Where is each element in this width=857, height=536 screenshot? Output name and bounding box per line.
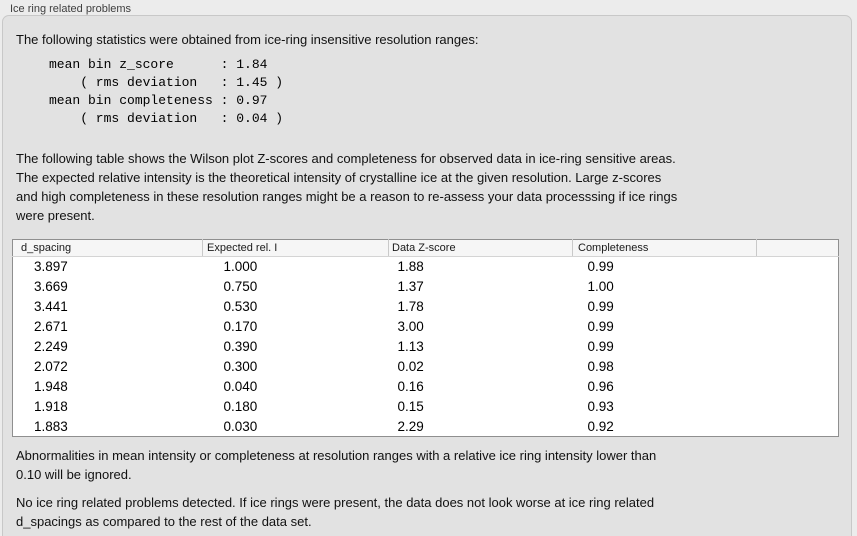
table-cell — [757, 317, 839, 337]
table-cell: 3.00 — [397, 319, 424, 334]
table-cell: 3.669 — [34, 279, 68, 294]
table-cell: 0.16 — [397, 379, 424, 394]
table-cell: 1.948 — [34, 379, 68, 394]
table-cell: 1.13 — [397, 339, 424, 354]
column-header-d-spacing[interactable]: d_spacing — [12, 239, 203, 257]
table-cell — [757, 297, 839, 317]
table-cell: 0.030 — [223, 418, 258, 434]
table-row[interactable]: 3.441 0.530 1.78 0.99 — [13, 297, 839, 317]
table-cell: 0.98 — [587, 359, 614, 374]
table-cell: 0.99 — [587, 319, 614, 334]
table-cell: 0.96 — [587, 379, 614, 394]
table-cell: 1.37 — [397, 279, 424, 294]
ice-ring-table[interactable]: d_spacing Expected rel. I Data Z-score C… — [12, 239, 839, 437]
table-cell: 0.99 — [587, 299, 614, 314]
ice-ring-table-body: 3.897 1.000 1.88 0.99 3.669 0.750 1.37 1.00 3.44… — [13, 257, 839, 437]
table-cell: 0.040 — [223, 379, 258, 394]
table-cell: 0.92 — [587, 418, 614, 434]
table-cell — [757, 257, 839, 277]
table-cell: 0.180 — [223, 399, 258, 414]
table-row[interactable]: 2.072 0.300 0.02 0.98 — [13, 357, 839, 377]
column-header-data-z-score[interactable]: Data Z-score — [388, 239, 573, 257]
table-cell: 0.99 — [587, 259, 614, 275]
table-row[interactable]: 1.918 0.180 0.15 0.93 — [13, 397, 839, 417]
table-cell: 1.883 — [34, 418, 68, 434]
column-header-spacer — [756, 239, 839, 257]
table-cell: 0.530 — [223, 299, 258, 314]
table-cell: 0.170 — [223, 319, 258, 334]
table-cell: 2.671 — [34, 319, 68, 334]
stats-summary-block: mean bin z_score : 1.84 ( rms deviation … — [49, 57, 284, 126]
table-row[interactable]: 2.671 0.170 3.00 0.99 — [13, 317, 839, 337]
table-cell — [757, 337, 839, 357]
table-cell: 0.93 — [587, 399, 614, 414]
column-header-expected-rel-i[interactable]: Expected rel. I — [202, 239, 389, 257]
table-cell: 2.072 — [34, 359, 68, 374]
table-cell: 0.300 — [223, 359, 258, 374]
table-cell: 1.000 — [223, 259, 258, 275]
conclusion-text: No ice ring related problems detected. I… — [16, 495, 655, 529]
table-cell: 1.78 — [397, 299, 424, 314]
table-row[interactable]: 3.897 1.000 1.88 0.99 — [13, 257, 839, 277]
table-cell: 0.15 — [397, 399, 424, 414]
table-cell: 1.918 — [34, 399, 68, 414]
table-cell: 3.897 — [34, 259, 68, 275]
stats-intro-text: The following statistics were obtained f… — [16, 32, 479, 47]
table-cell: 0.390 — [223, 339, 258, 354]
table-cell — [757, 377, 839, 397]
panel-title: Ice ring related problems — [10, 3, 132, 15]
table-cell — [757, 397, 839, 417]
column-header-completeness[interactable]: Completeness — [572, 239, 757, 257]
table-cell: 3.441 — [34, 299, 68, 314]
table-cell — [757, 417, 839, 437]
table-cell: 2.29 — [397, 418, 424, 434]
table-intro-text: The following table shows the Wilson plo… — [16, 151, 678, 223]
table-cell — [757, 357, 839, 377]
table-cell: 0.750 — [223, 279, 258, 294]
table-cell: 1.00 — [587, 279, 614, 294]
table-cell: 2.249 — [34, 339, 68, 354]
table-cell: 1.88 — [397, 259, 424, 275]
table-cell: 0.99 — [587, 339, 614, 354]
table-cell — [757, 277, 839, 297]
table-cell: 0.02 — [397, 359, 424, 374]
table-row[interactable]: 1.948 0.040 0.16 0.96 — [13, 377, 839, 397]
table-row[interactable]: 1.883 0.030 2.29 0.92 — [13, 417, 839, 437]
ignore-note-text: Abnormalities in mean intensity or compl… — [16, 448, 657, 482]
table-row[interactable]: 2.249 0.390 1.13 0.99 — [13, 337, 839, 357]
ice-ring-table-header: d_spacing Expected rel. I Data Z-score C… — [12, 239, 839, 257]
table-row[interactable]: 3.669 0.750 1.37 1.00 — [13, 277, 839, 297]
